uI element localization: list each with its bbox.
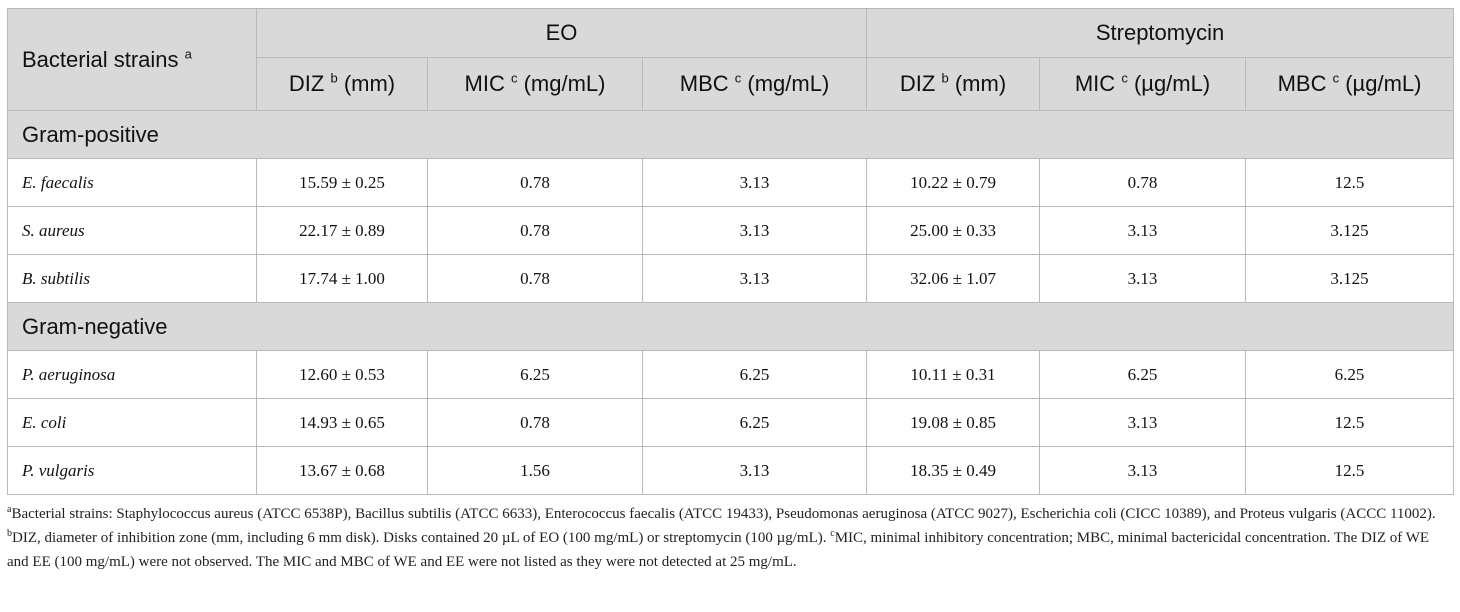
column-header-name: MIC [1074, 71, 1116, 96]
table-cell: 3.13 [641, 158, 868, 207]
column-header-name: DIZ [899, 71, 936, 96]
column-header-unit: (mg/mL) [523, 71, 606, 96]
section-row-gram-negative: Gram-negative [6, 302, 1455, 351]
footnote-b-text: DIZ, diameter of inhibition zone (mm, in… [12, 530, 827, 546]
corner-label: Bacterial strains [22, 46, 179, 72]
column-header: MIC c (µg/mL) [1039, 57, 1247, 111]
table-cell: 6.25 [1245, 350, 1455, 399]
table-cell: 6.25 [641, 398, 868, 447]
table-row: B. subtilis 17.74 ± 1.00 0.78 3.13 32.06… [7, 254, 1455, 303]
strain-name: S. aureus [7, 206, 257, 255]
column-header-sup: c [1332, 70, 1340, 86]
column-header-name: MBC [679, 71, 729, 96]
column-header-unit: (µg/mL) [1345, 71, 1422, 96]
table-container: Bacterial strains a EO Streptomycin DIZ … [6, 8, 1455, 574]
table-cell: 0.78 [427, 254, 643, 303]
column-header-sup: b [330, 70, 338, 86]
table-cell: 14.93 ± 0.65 [256, 398, 428, 447]
table-cell: 12.5 [1245, 446, 1455, 495]
column-header-name: MBC [1277, 71, 1327, 96]
column-header-unit: (µg/mL) [1133, 71, 1211, 96]
table-cell: 3.125 [1245, 254, 1455, 303]
column-header-name: MIC [464, 71, 505, 96]
column-header-unit: (mm) [343, 71, 396, 96]
table-cell: 6.25 [427, 350, 643, 399]
group-header-streptomycin: Streptomycin [866, 8, 1455, 58]
table-cell: 17.74 ± 1.00 [256, 254, 428, 303]
table-cell: 3.13 [641, 254, 868, 303]
strain-name: E. coli [7, 398, 257, 447]
strain-name: B. subtilis [7, 254, 257, 303]
table-cell: 22.17 ± 0.89 [256, 206, 428, 255]
table-cell: 0.78 [1039, 158, 1247, 207]
footnote-b-marker: b [7, 528, 12, 539]
table-cell: 3.13 [1039, 206, 1247, 255]
table-cell: 13.67 ± 0.68 [256, 446, 428, 495]
table-cell: 3.13 [1039, 254, 1247, 303]
header-row-groups: Bacterial strains a EO Streptomycin [7, 8, 1455, 111]
table-row: E. faecalis 15.59 ± 0.25 0.78 3.13 10.22… [7, 158, 1455, 207]
table-cell: 12.5 [1245, 158, 1455, 207]
table-cell: 32.06 ± 1.07 [866, 254, 1041, 303]
table-cell: 10.22 ± 0.79 [866, 158, 1041, 207]
corner-header: Bacterial strains a [7, 8, 257, 111]
table-row: P. aeruginosa 12.60 ± 0.53 6.25 6.25 10.… [7, 350, 1455, 399]
column-header-unit: (mm) [954, 71, 1007, 96]
column-header: MIC c (mg/mL) [427, 57, 643, 111]
table-cell: 6.25 [641, 350, 868, 399]
column-header: DIZ b (mm) [256, 57, 428, 111]
strain-name: E. faecalis [7, 158, 257, 207]
column-header-sup: c [1121, 70, 1128, 86]
table-cell: 6.25 [1039, 350, 1247, 399]
group-header-eo: EO [255, 8, 868, 58]
table-cell: 18.35 ± 0.49 [866, 446, 1041, 495]
table-footnote: aBacterial strains: Staphylococcus aureu… [7, 502, 1453, 574]
footnote-a-text: Bacterial strains: Staphylococcus aureus… [11, 506, 1436, 522]
table-cell: 3.13 [1039, 446, 1247, 495]
table-cell: 15.59 ± 0.25 [256, 158, 428, 207]
table-cell: 25.00 ± 0.33 [866, 206, 1041, 255]
table-cell: 1.56 [427, 446, 643, 495]
column-header-sup: c [734, 70, 742, 86]
corner-sup: a [184, 46, 192, 62]
strain-name: P. vulgaris [7, 446, 257, 495]
data-table: Bacterial strains a EO Streptomycin DIZ … [6, 8, 1455, 495]
table-row: S. aureus 22.17 ± 0.89 0.78 3.13 25.00 ±… [7, 206, 1455, 255]
table-cell: 0.78 [427, 158, 643, 207]
table-cell: 3.13 [1039, 398, 1247, 447]
column-header: MBC c (µg/mL) [1245, 57, 1455, 111]
footnote-c-marker: c [830, 528, 835, 539]
column-header-unit: (mg/mL) [747, 71, 830, 96]
section-label: Gram-negative [6, 302, 1455, 351]
table-cell: 10.11 ± 0.31 [866, 350, 1041, 399]
header-row-columns: DIZ b (mm) MIC c (mg/mL) MBC c (mg/mL) D… [8, 57, 1455, 111]
column-header-name: DIZ [288, 71, 325, 96]
column-header-sup: c [510, 70, 518, 86]
table-cell: 3.13 [641, 446, 868, 495]
section-row-gram-positive: Gram-positive [6, 110, 1455, 159]
table-cell: 12.60 ± 0.53 [256, 350, 428, 399]
strain-name: P. aeruginosa [7, 350, 257, 399]
table-row: P. vulgaris 13.67 ± 0.68 1.56 3.13 18.35… [7, 446, 1455, 495]
footnote-a-marker: a [7, 504, 12, 515]
column-header: MBC c (mg/mL) [641, 57, 868, 111]
table-cell: 3.13 [641, 206, 868, 255]
table-row: E. coli 14.93 ± 0.65 0.78 6.25 19.08 ± 0… [7, 398, 1455, 447]
table-cell: 12.5 [1245, 398, 1455, 447]
footnote-c-text: MIC, minimal inhibitory concentration; M… [7, 530, 1430, 570]
column-header: DIZ b (mm) [866, 57, 1041, 111]
table-cell: 0.78 [427, 206, 643, 255]
table-cell: 0.78 [427, 398, 643, 447]
table-cell: 19.08 ± 0.85 [866, 398, 1041, 447]
section-label: Gram-positive [6, 110, 1455, 159]
table-cell: 3.125 [1245, 206, 1455, 255]
column-header-sup: b [941, 70, 949, 86]
